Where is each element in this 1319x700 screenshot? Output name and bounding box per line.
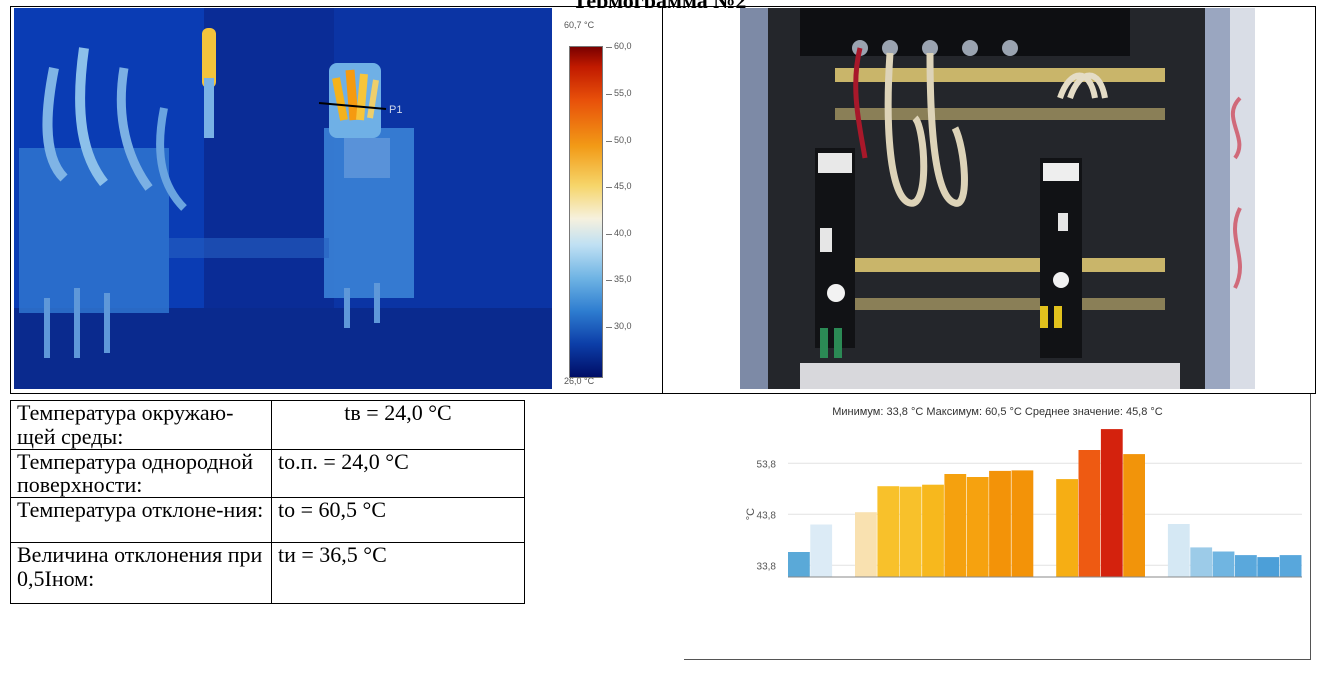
- temperature-color-scale: [569, 46, 603, 378]
- ambient-temp-label: Температура окружаю-щей среды:: [10, 400, 272, 450]
- chart-bar: [899, 486, 922, 577]
- y-tick-label: 43,8: [757, 510, 777, 521]
- chart-bar: [788, 552, 810, 577]
- cabinet-photo-drawing: [740, 8, 1255, 389]
- scale-tick-label: 45,0: [614, 181, 632, 191]
- temperature-profile-chart: Минимум: 33,8 °C Максимум: 60,5 °C Средн…: [684, 394, 1311, 660]
- equipment-photo: [740, 8, 1255, 389]
- chart-bar: [1123, 454, 1145, 577]
- scale-tick-label: 35,0: [614, 274, 632, 284]
- chart-bar: [1235, 555, 1257, 577]
- y-axis-label: °C: [745, 508, 757, 520]
- y-tick-label: 33,8: [757, 561, 777, 572]
- chart-bar: [1212, 551, 1235, 577]
- thermal-scene: [14, 8, 552, 389]
- deviation-magnitude-value: tи = 36,5 °C: [271, 542, 525, 604]
- chart-bar: [944, 474, 967, 577]
- scale-max-label: 60,7 °C: [564, 20, 595, 30]
- chart-bar: [1078, 450, 1101, 577]
- surface-temp-label: Температура однородной поверхности:: [10, 448, 272, 498]
- chart-bar: [989, 470, 1011, 577]
- scale-tick-label: 60,0: [614, 41, 632, 51]
- frame-divider: [662, 7, 663, 393]
- y-tick-label: 53,8: [757, 459, 777, 470]
- chart-bar: [1257, 557, 1280, 577]
- scale-tick-label: 30,0: [614, 321, 632, 331]
- measurement-marker-label: P1: [389, 104, 403, 116]
- scale-tick-label: 40,0: [614, 228, 632, 238]
- scale-min-label: 26,0 °C: [564, 376, 595, 386]
- thermogram-image: P1 60,7 °C 26,0 °C 60,0 55,0 50,0 45,0 4…: [14, 8, 656, 389]
- ambient-temp-value: tв = 24,0 °C: [271, 400, 525, 450]
- surface-temp-value: tо.п. = 24,0 °C: [271, 448, 525, 498]
- chart-bar: [1100, 429, 1123, 577]
- table-row: Величина отклонения при 0,5Iном: tи = 36…: [10, 542, 525, 604]
- chart-title: Минимум: 33,8 °C Максимум: 60,5 °C Средн…: [832, 406, 1163, 418]
- measurements-table: Температура окружаю-щей среды: tв = 24,0…: [10, 400, 525, 604]
- scale-tick-label: 55,0: [614, 88, 632, 98]
- deviation-temp-value: tо = 60,5 °C: [271, 497, 525, 543]
- table-row: Температура окружаю-щей среды: tв = 24,0…: [10, 400, 525, 450]
- chart-bar: [855, 512, 877, 577]
- temperature-scale-panel: [552, 8, 656, 389]
- chart-bar: [966, 477, 989, 577]
- chart-bar: [922, 484, 944, 577]
- chart-bar: [1167, 524, 1190, 577]
- chart-bar: [1190, 547, 1213, 577]
- deviation-temp-label: Температура отклоне-ния:: [10, 497, 272, 543]
- chart-bar: [877, 486, 900, 577]
- table-row: Температура однородной поверхности: tо.п…: [10, 448, 525, 498]
- chart-bar: [1279, 555, 1302, 577]
- scale-tick-label: 50,0: [614, 135, 632, 145]
- table-row: Температура отклоне-ния: tо = 60,5 °C: [10, 497, 525, 543]
- chart-bar: [1011, 470, 1034, 577]
- chart-bar: [1056, 479, 1078, 577]
- chart-bar: [810, 524, 833, 577]
- deviation-magnitude-label: Величина отклонения при 0,5Iном:: [10, 542, 272, 604]
- chart-plot-area: 33,8 43,8 53,8 °C: [745, 429, 1302, 578]
- image-frame: [10, 6, 1316, 394]
